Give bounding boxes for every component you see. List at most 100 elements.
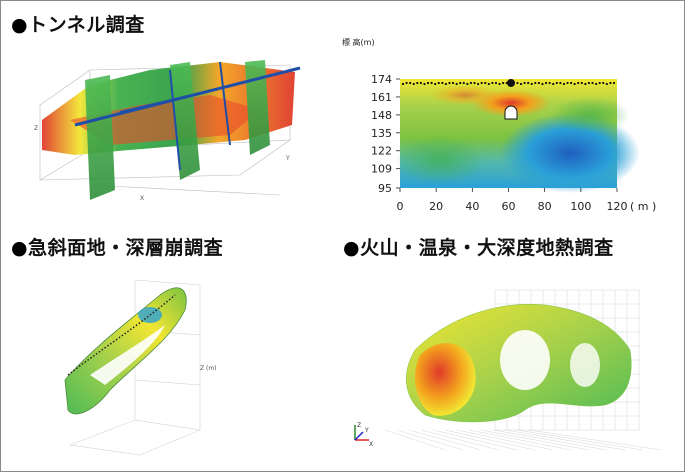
electrode-point bbox=[534, 81, 537, 85]
axis-label-z: Z (m) bbox=[200, 365, 217, 372]
axis-triad: Z X Y bbox=[354, 422, 373, 448]
electrode-point bbox=[569, 81, 573, 85]
electrode-point bbox=[595, 82, 598, 86]
electrode-point bbox=[516, 81, 519, 85]
electrode-point bbox=[523, 81, 526, 85]
x-axis-ticks: 0 20 40 60 80 100 120 bbox=[397, 188, 628, 213]
electrode-point bbox=[527, 81, 530, 85]
electrode-point bbox=[573, 82, 576, 86]
y-axis-ticks: 174 161 148 135 122 109 95 bbox=[371, 73, 400, 195]
heading-slope-text: 急斜面地・深層崩調査 bbox=[28, 237, 224, 259]
electrode-point bbox=[444, 82, 448, 86]
high-temp-zone bbox=[414, 343, 476, 416]
mid-zone-2 bbox=[550, 97, 630, 133]
electrode-point bbox=[477, 82, 480, 86]
electrode-point bbox=[437, 81, 440, 85]
y-tick-label: 135 bbox=[371, 127, 392, 140]
tunnel-line bbox=[119, 84, 236, 113]
plot-area bbox=[395, 79, 640, 193]
electrode-point bbox=[587, 81, 591, 85]
x-tick-label: 40 bbox=[465, 200, 479, 213]
borehole-marker bbox=[507, 79, 515, 87]
heading-tunnel-text: トンネル調査 bbox=[28, 14, 145, 36]
heading-tunnel-survey: ●トンネル調査 bbox=[11, 10, 145, 37]
electrode-point bbox=[548, 81, 551, 85]
electrode-point bbox=[544, 81, 548, 85]
bullet-icon: ● bbox=[11, 14, 29, 36]
low-resistivity-zone bbox=[500, 113, 640, 193]
electrode-line bbox=[67, 294, 176, 376]
x-axis-unit: ( m ) bbox=[630, 200, 656, 213]
electrode-point bbox=[448, 81, 451, 85]
electrode-point bbox=[494, 81, 498, 85]
x-tick-label: 0 bbox=[397, 200, 404, 213]
electrode-point bbox=[419, 81, 422, 85]
axis-z: Z bbox=[357, 422, 361, 429]
x-tick-label: 100 bbox=[570, 200, 591, 213]
surface-electrodes bbox=[401, 81, 616, 86]
x-tick-label: 120 bbox=[607, 200, 628, 213]
electrode-point bbox=[562, 82, 566, 86]
electrode-point bbox=[484, 81, 487, 85]
electrode-point bbox=[555, 81, 558, 85]
electrode-point bbox=[530, 82, 533, 86]
heading-volcano-survey: ●火山・温泉・大深度地熱調査 bbox=[343, 233, 614, 260]
electrode-point bbox=[537, 81, 540, 85]
y-tick-label: 95 bbox=[378, 182, 392, 195]
y-axis-title: 標 高(m) bbox=[342, 37, 375, 47]
electrode-point bbox=[559, 81, 562, 85]
resistivity-section-chart: 標 高(m) 174 161 148 135 122 109 95 0 20 40 60 80 100… bbox=[342, 37, 656, 213]
electrode-point bbox=[480, 81, 483, 85]
electrode-point bbox=[423, 82, 426, 86]
axis-y: Y bbox=[364, 427, 369, 434]
bullet-icon: ● bbox=[11, 237, 29, 259]
x-tick-label: 80 bbox=[538, 200, 552, 213]
electrode-point bbox=[491, 81, 494, 85]
electrode-point bbox=[498, 82, 501, 86]
axis-label-z: Z bbox=[34, 125, 38, 132]
tunnel-3d-model-image: X Y Z bbox=[34, 60, 301, 202]
electrode-point bbox=[612, 81, 616, 85]
electrode-point bbox=[577, 81, 580, 85]
survey-line bbox=[219, 61, 231, 146]
electrode-point bbox=[609, 81, 612, 85]
vertical-slice bbox=[85, 75, 115, 200]
heading-slope-survey: ●急斜面地・深層崩調査 bbox=[11, 233, 223, 260]
axis-label-y: Y bbox=[285, 155, 290, 162]
electrode-point bbox=[519, 82, 523, 86]
electrode-point bbox=[552, 82, 555, 86]
mid-zone bbox=[395, 135, 485, 185]
electrode-point bbox=[502, 81, 505, 85]
electrode-point bbox=[451, 81, 455, 85]
electrode-point bbox=[591, 81, 594, 85]
electrode-point bbox=[434, 82, 437, 86]
y-tick-label: 161 bbox=[371, 91, 392, 104]
electrode-point bbox=[401, 82, 405, 86]
tunnel-icon bbox=[504, 105, 518, 120]
electrode-point bbox=[473, 81, 476, 85]
body-cavity bbox=[570, 343, 600, 387]
body-cavity bbox=[500, 330, 550, 390]
electrode-point bbox=[459, 81, 462, 85]
bullet-icon: ● bbox=[343, 237, 361, 259]
electrode-point bbox=[462, 81, 465, 85]
electrode-point bbox=[602, 81, 605, 85]
electrode-point bbox=[584, 82, 587, 86]
y-tick-label: 174 bbox=[371, 73, 392, 86]
electrode-point bbox=[405, 81, 408, 85]
x-tick-label: 60 bbox=[502, 200, 516, 213]
axis-label-x: X bbox=[140, 195, 144, 202]
slope-3d-model-image: Z (m) bbox=[64, 279, 217, 456]
y-tick-label: 122 bbox=[371, 145, 392, 158]
electrode-point bbox=[605, 82, 608, 86]
electrode-point bbox=[416, 81, 419, 85]
electrode-point bbox=[541, 82, 544, 86]
electrode-point bbox=[469, 81, 473, 85]
survey-line bbox=[169, 69, 181, 171]
electrode-point bbox=[566, 81, 569, 85]
slope-surface bbox=[64, 287, 187, 415]
electrode-point bbox=[580, 81, 583, 85]
electrode-point bbox=[409, 81, 412, 85]
electrode-point bbox=[426, 81, 430, 85]
electrode-point bbox=[598, 81, 601, 85]
